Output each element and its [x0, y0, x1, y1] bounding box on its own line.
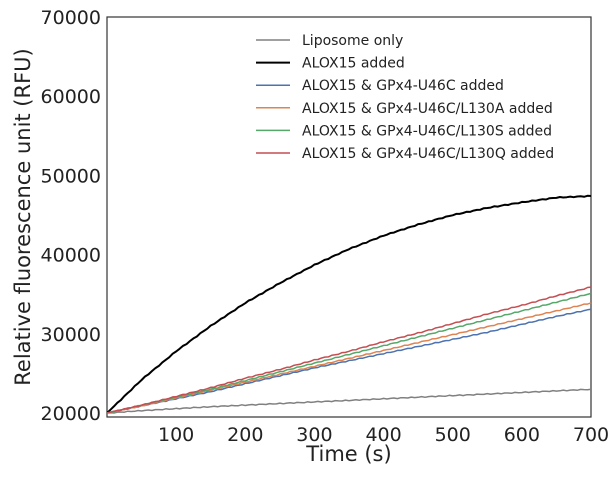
legend-label: ALOX15 & GPx4-U46C/L130Q added [302, 146, 554, 162]
legend-label: ALOX15 & GPx4-U46C/L130S added [302, 123, 552, 139]
y-tick-label: 50000 [41, 165, 101, 187]
x-tick-label: 500 [435, 424, 471, 446]
x-tick-label: 400 [365, 424, 401, 446]
series-line-1 [106, 194, 592, 414]
y-tick-label: 40000 [41, 245, 101, 267]
x-tick-label: 200 [227, 424, 263, 446]
y-tick-label: 20000 [41, 403, 101, 425]
series-line-2 [106, 308, 592, 414]
y-tick-label: 70000 [41, 7, 101, 29]
y-axis-title: Relative fluorescence unit (RFU) [11, 48, 35, 386]
y-tick-label: 30000 [41, 324, 101, 346]
series-line-4 [106, 292, 592, 414]
x-tick-label: 100 [158, 424, 194, 446]
series-line-5 [106, 286, 592, 414]
series-line-0 [106, 388, 592, 414]
x-tick-label: 700 [573, 424, 609, 446]
legend-label: ALOX15 & GPx4-U46C/L130A added [302, 101, 553, 117]
x-axis-ticks: 100 200 300 400 500 600 700 [158, 424, 609, 446]
y-tick-label: 60000 [41, 86, 101, 108]
x-axis-title: Time (s) [305, 442, 391, 466]
series-layer [106, 194, 592, 414]
y-axis-ticks: 20000 30000 40000 50000 60000 70000 [41, 7, 101, 425]
x-tick-label: 300 [296, 424, 332, 446]
plot-area [106, 16, 592, 418]
legend-label: ALOX15 & GPx4-U46C added [302, 78, 504, 94]
legend-label: Liposome only [302, 33, 403, 49]
legend-label: ALOX15 added [302, 56, 405, 72]
legend: Liposome only ALOX15 added ALOX15 & GPx4-U… [256, 33, 554, 162]
x-tick-label: 600 [504, 424, 540, 446]
